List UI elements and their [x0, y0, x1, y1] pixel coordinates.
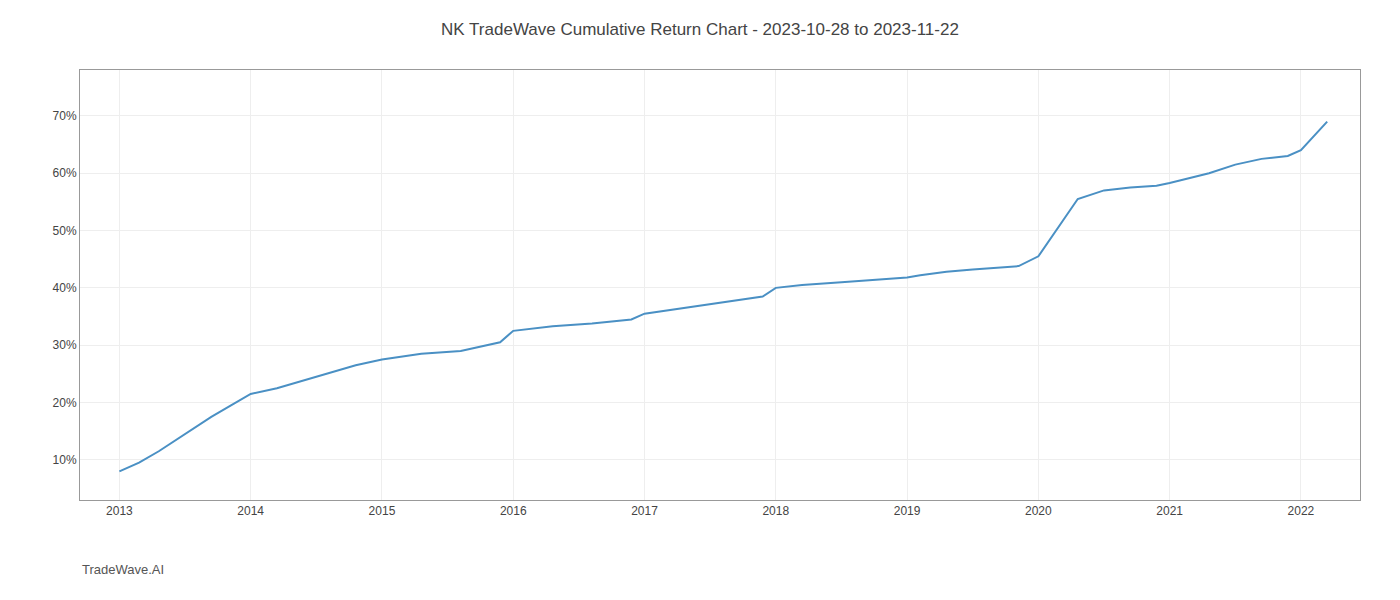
svg-text:10%: 10%	[53, 453, 77, 467]
svg-text:60%: 60%	[53, 166, 77, 180]
svg-text:2014: 2014	[237, 504, 264, 518]
svg-text:30%: 30%	[53, 338, 77, 352]
svg-text:70%: 70%	[53, 109, 77, 123]
svg-text:TradeWave.AI: TradeWave.AI	[82, 562, 164, 577]
svg-text:2015: 2015	[369, 504, 396, 518]
svg-text:50%: 50%	[53, 224, 77, 238]
svg-text:2021: 2021	[1156, 504, 1183, 518]
svg-text:2020: 2020	[1025, 504, 1052, 518]
svg-text:2017: 2017	[631, 504, 658, 518]
svg-text:20%: 20%	[53, 396, 77, 410]
svg-text:2019: 2019	[894, 504, 921, 518]
svg-text:40%: 40%	[53, 281, 77, 295]
svg-text:2016: 2016	[500, 504, 527, 518]
svg-text:NK TradeWave Cumulative Return: NK TradeWave Cumulative Return Chart - 2…	[441, 20, 959, 39]
svg-text:2022: 2022	[1288, 504, 1315, 518]
svg-text:2018: 2018	[762, 504, 789, 518]
svg-text:2013: 2013	[106, 504, 133, 518]
